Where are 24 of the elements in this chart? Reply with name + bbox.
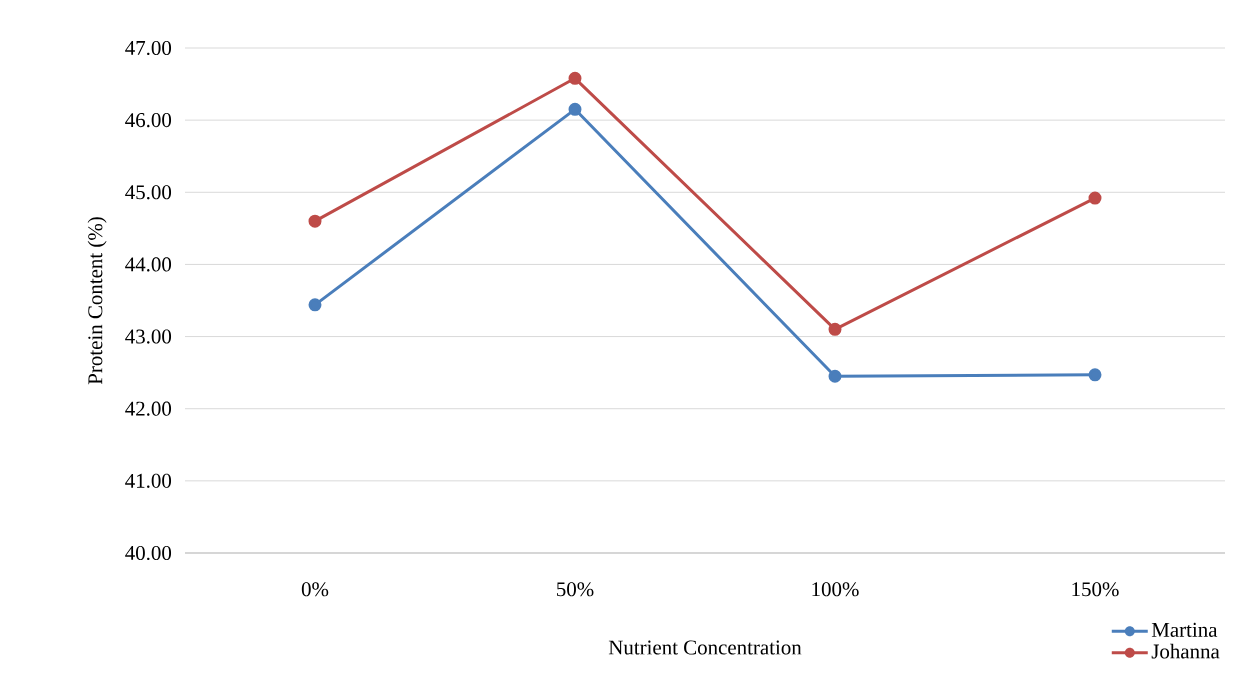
point: [308, 298, 322, 312]
point: [308, 214, 322, 228]
y-tick-label: 44.00: [125, 257, 172, 272]
x-tick-label: 50%: [557, 582, 594, 597]
x-tick-label: 150%: [1072, 582, 1119, 597]
point: [1088, 191, 1102, 205]
y-tick-label: 45.00: [125, 185, 172, 200]
point: [568, 102, 582, 116]
legend-label: Johanna: [1151, 643, 1220, 659]
x-axis-title: Nutrient Concentration: [608, 640, 802, 655]
x-tick-label: 0%: [301, 582, 329, 597]
y-tick-label: 47.00: [125, 40, 172, 56]
y-tick-label: 40.00: [125, 545, 172, 561]
point: [568, 71, 582, 85]
y-tick-label: 42.00: [125, 401, 172, 416]
legend-label: Martina: [1151, 622, 1218, 637]
point: [828, 322, 842, 336]
y-tick-label: 46.00: [125, 113, 172, 128]
point: [1088, 368, 1102, 382]
point: [828, 369, 842, 383]
x-tick-label: 100%: [812, 582, 859, 597]
y-tick-label: 43.00: [125, 329, 172, 344]
y-tick-label: 41.00: [125, 473, 172, 488]
y-axis-title: Protein Content (%): [87, 217, 107, 385]
